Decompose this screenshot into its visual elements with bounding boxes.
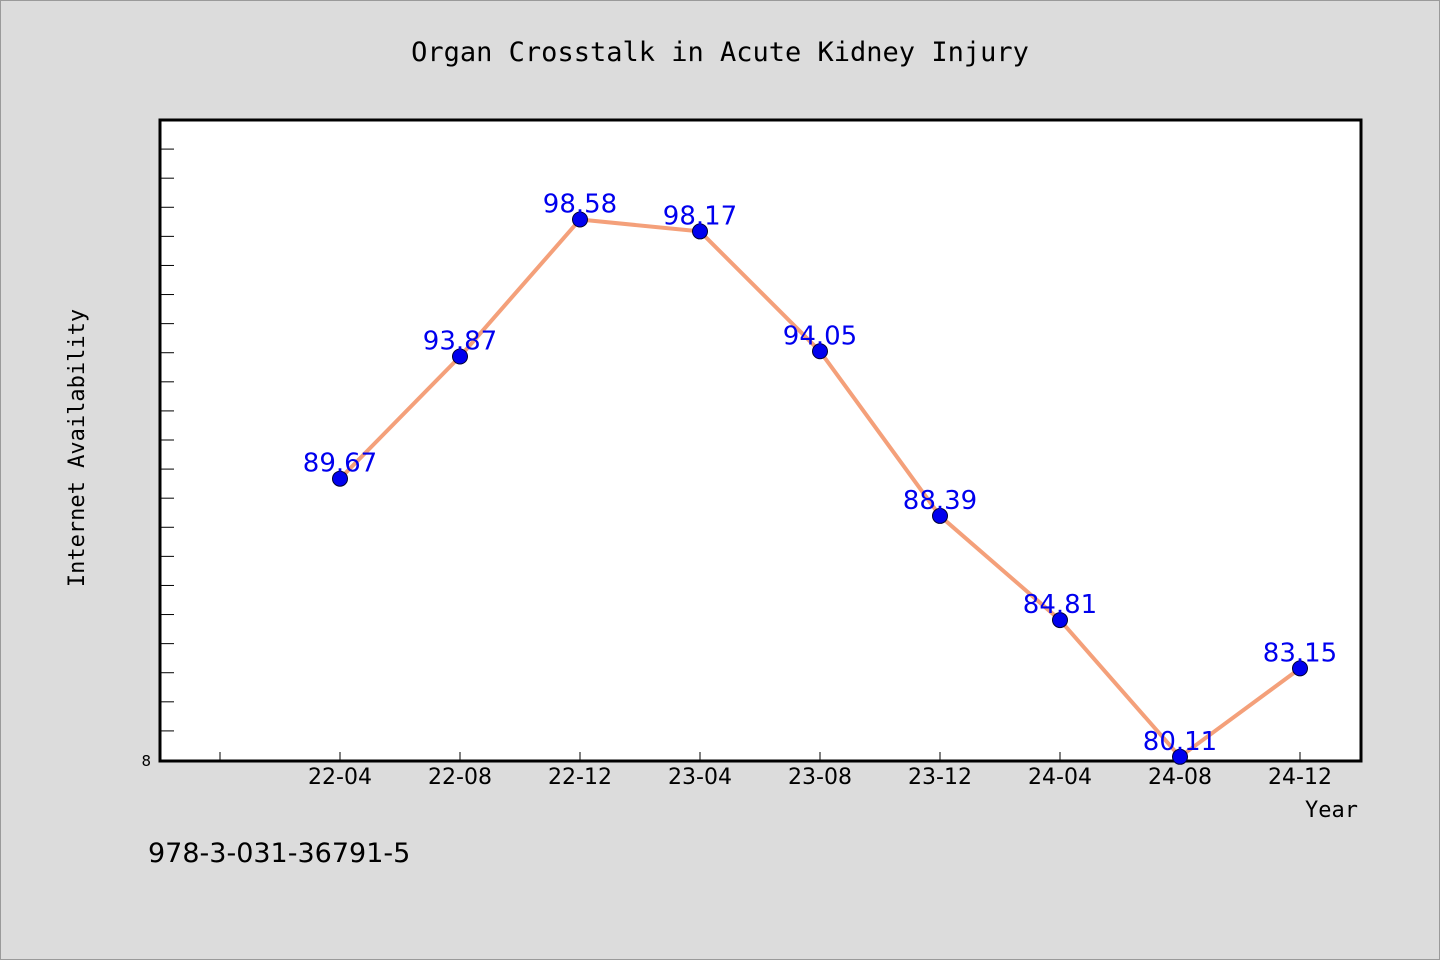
x-axis-tick-labels: 22-04 22-08 22-12 23-04 23-08 23-12 24-04 24-08… — [308, 765, 1332, 790]
x-tick-label: 23-04 — [668, 765, 732, 790]
x-tick-label: 23-12 — [908, 765, 972, 790]
data-label: 80.11 — [1143, 727, 1217, 757]
data-label: 94.05 — [783, 321, 857, 351]
data-markers — [332, 211, 1308, 765]
data-label: 98.58 — [543, 189, 617, 219]
isbn-text: 978-3-031-36791-5 — [148, 838, 410, 869]
data-point — [1052, 612, 1068, 629]
data-point — [692, 223, 708, 240]
data-labels: 89.67 93.87 98.58 98.17 94.05 88.39 84.81 80.11… — [303, 189, 1337, 756]
x-tick-label: 22-12 — [548, 765, 612, 790]
y-axis-min-label: 8 — [141, 752, 151, 770]
data-point — [452, 348, 468, 365]
data-label: 83.15 — [1263, 638, 1337, 668]
x-tick-label: 22-04 — [308, 765, 372, 790]
x-tick-label: 24-12 — [1268, 765, 1332, 790]
data-label: 89.67 — [303, 449, 377, 479]
x-tick-label: 23-08 — [788, 765, 852, 790]
data-point — [932, 507, 948, 524]
data-point — [572, 211, 588, 228]
x-axis-label: Year — [1305, 798, 1358, 823]
chart-title: Organ Crosstalk in Acute Kidney Injury — [411, 37, 1029, 68]
x-tick-label: 24-04 — [1028, 765, 1092, 790]
plot-area — [158, 118, 1363, 763]
y-axis-ticks — [160, 148, 174, 732]
data-label: 93.87 — [423, 327, 497, 357]
y-axis-label: Internet Availability — [65, 309, 90, 587]
data-label: 88.39 — [903, 486, 977, 516]
x-tick-label: 24-08 — [1148, 765, 1212, 790]
x-tick-label: 22-08 — [428, 765, 492, 790]
data-point — [812, 343, 828, 360]
data-label: 98.17 — [663, 201, 737, 231]
data-point — [1292, 660, 1308, 677]
data-point — [1172, 748, 1188, 765]
data-label: 84.81 — [1023, 590, 1097, 620]
data-point — [332, 470, 348, 487]
